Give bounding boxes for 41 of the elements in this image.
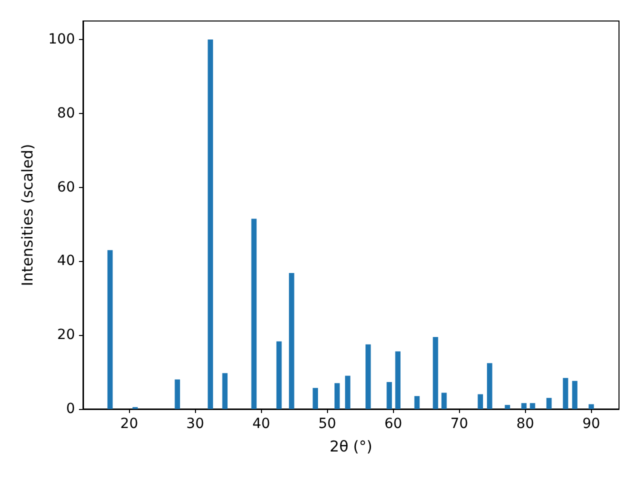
bar bbox=[546, 398, 552, 409]
y-tick-label: 80 bbox=[57, 105, 75, 122]
bar bbox=[588, 404, 594, 409]
y-axis-title: Intensities (scaled) bbox=[18, 144, 36, 286]
bar bbox=[334, 383, 340, 409]
bar bbox=[288, 273, 294, 409]
y-tick-label: 100 bbox=[48, 31, 75, 48]
bar bbox=[174, 379, 180, 409]
bar bbox=[276, 341, 282, 409]
bar bbox=[414, 396, 420, 409]
x-tick-label: 40 bbox=[252, 416, 270, 432]
bar bbox=[432, 336, 438, 409]
bar bbox=[208, 39, 214, 409]
x-tick-label: 20 bbox=[120, 416, 138, 432]
bar bbox=[395, 351, 401, 409]
bar bbox=[386, 382, 392, 409]
bar bbox=[222, 373, 228, 409]
y-tick-label: 60 bbox=[57, 179, 75, 196]
bar bbox=[478, 394, 484, 409]
x-tick-label: 60 bbox=[384, 416, 402, 432]
y-tick-label: 0 bbox=[66, 401, 75, 417]
y-tick-label: 20 bbox=[57, 327, 75, 344]
x-tick-label: 90 bbox=[582, 416, 600, 432]
x-axis-title: 2θ (°) bbox=[330, 438, 372, 456]
bar bbox=[345, 376, 350, 409]
x-tick-label: 80 bbox=[516, 416, 534, 432]
x-tick-label: 50 bbox=[318, 416, 336, 432]
bar bbox=[521, 403, 527, 409]
y-tick-label: 40 bbox=[57, 253, 75, 270]
x-tick-label: 30 bbox=[186, 416, 204, 432]
bar bbox=[572, 380, 578, 409]
bar bbox=[441, 392, 447, 409]
bar bbox=[530, 403, 536, 409]
bar bbox=[312, 388, 318, 409]
bar bbox=[486, 363, 492, 409]
bar bbox=[366, 344, 371, 409]
bar bbox=[562, 378, 568, 409]
bar bbox=[504, 404, 510, 409]
bar bbox=[251, 218, 257, 409]
bar bbox=[107, 250, 113, 409]
x-tick-label: 70 bbox=[450, 416, 468, 432]
